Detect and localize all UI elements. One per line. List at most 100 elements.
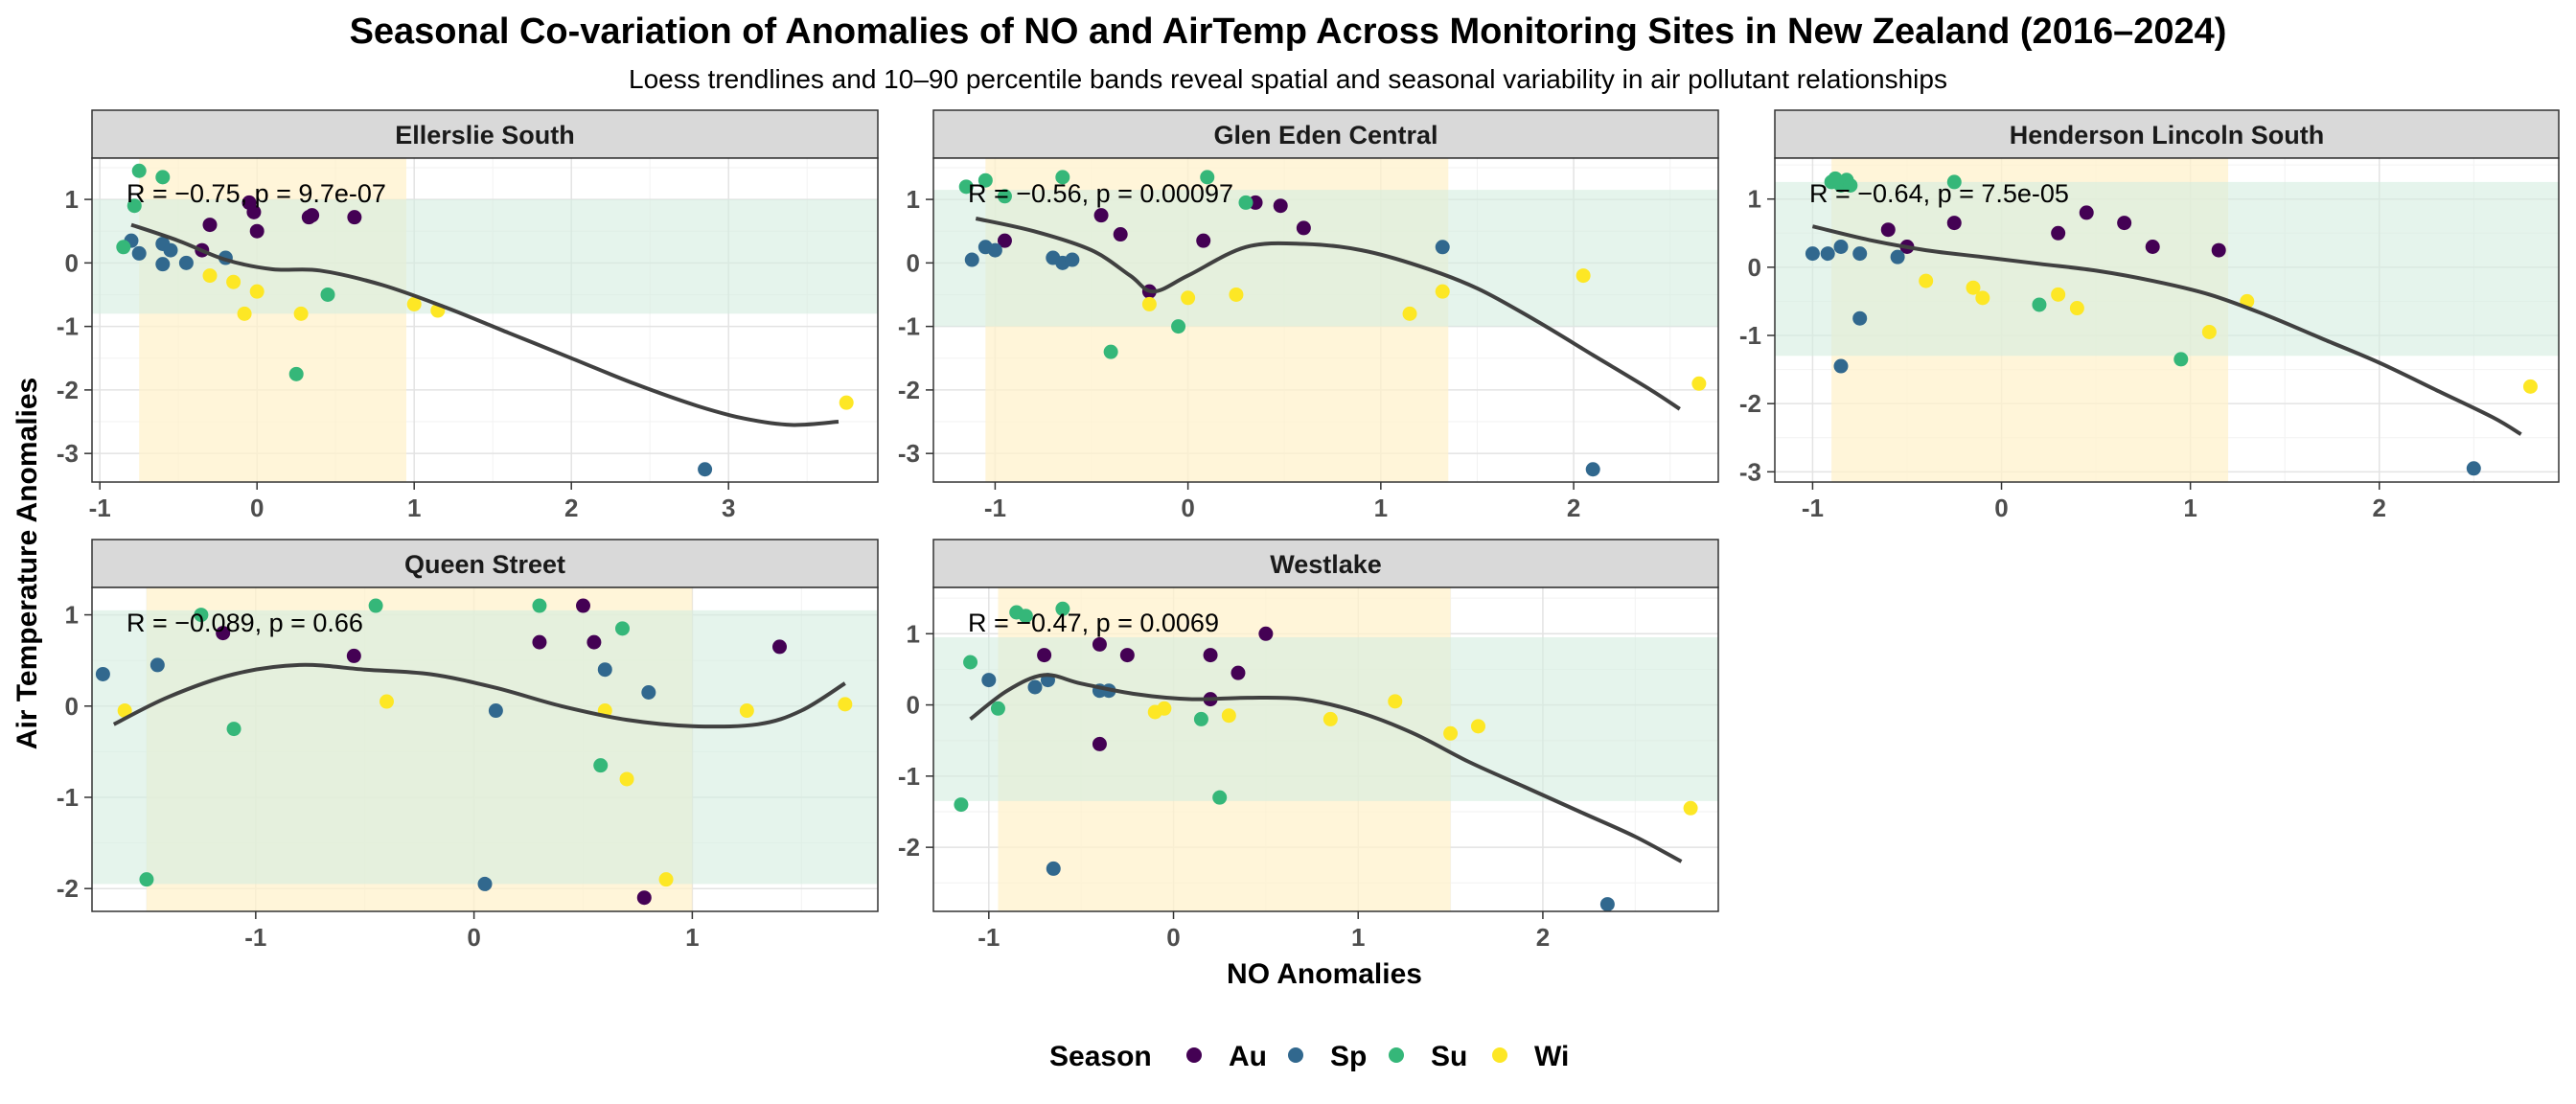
point-wi — [406, 296, 422, 311]
point-wi — [1221, 708, 1236, 724]
point-au — [216, 626, 231, 641]
point-wi — [117, 703, 132, 719]
point-au — [1092, 736, 1107, 751]
point-au — [1113, 227, 1128, 242]
point-wi — [1435, 284, 1450, 299]
loess-trendline — [1811, 224, 2522, 436]
legend: Season Au Sp Su Wi — [1049, 1041, 1569, 1072]
y-tick-label: 1 — [907, 185, 920, 214]
point-sp — [178, 255, 194, 270]
point-au — [1037, 648, 1052, 663]
point-su — [1103, 344, 1118, 359]
y-tick-label: -3 — [898, 439, 920, 468]
y-tick-label: 0 — [907, 691, 920, 720]
point-wi — [1576, 268, 1591, 284]
point-sp — [1833, 358, 1849, 374]
point-au — [1196, 233, 1211, 248]
x-tick-label: 1 — [1374, 494, 1388, 522]
point-wi — [2522, 379, 2538, 394]
point-au — [1296, 220, 1311, 236]
y-tick-label: -1 — [57, 312, 79, 341]
point-wi — [1966, 280, 1981, 295]
point-wi — [1691, 376, 1707, 391]
point-su — [320, 287, 335, 302]
point-su — [990, 701, 1005, 716]
point-au — [249, 223, 264, 239]
point-au — [2051, 225, 2066, 241]
point-sp — [1585, 462, 1600, 477]
point-su — [131, 163, 147, 178]
point-su — [532, 598, 547, 613]
point-sp — [2466, 461, 2481, 476]
facet-title: Ellerslie South — [395, 121, 575, 150]
y-percentile-band — [1775, 181, 2559, 356]
point-wi — [658, 872, 674, 887]
point-au — [246, 204, 262, 219]
point-su — [116, 240, 131, 255]
y-tick-label: -2 — [57, 376, 79, 404]
x-axis-label: NO Anomalies — [1227, 958, 1422, 990]
facet-strip — [91, 109, 879, 159]
point-sp — [964, 252, 979, 267]
point-sp — [1027, 679, 1043, 695]
point-su — [1843, 177, 1858, 193]
point-su — [226, 722, 242, 737]
point-sp — [95, 666, 110, 681]
point-au — [2079, 205, 2094, 220]
legend-item-au: Au — [1186, 1041, 1267, 1072]
point-su — [1193, 711, 1208, 726]
point-sp — [477, 876, 493, 891]
plot-content — [92, 587, 878, 911]
point-sp — [150, 657, 165, 673]
loess-trendline — [112, 662, 846, 729]
facet-strip — [932, 539, 1719, 588]
point-wi — [619, 771, 634, 787]
plot-content — [92, 158, 878, 482]
legend-swatch — [1492, 1047, 1507, 1063]
point-su — [954, 797, 969, 813]
point-au — [1946, 216, 1962, 231]
point-wi — [1157, 701, 1172, 716]
loess-trendline — [969, 673, 1683, 863]
correlation-label: R = −0.75, p = 9.7e-07 — [126, 179, 386, 208]
panel-border — [91, 586, 879, 912]
point-su — [288, 366, 304, 381]
legend-swatch — [1389, 1047, 1404, 1063]
point-sp — [131, 245, 147, 261]
plot-content — [933, 158, 1718, 482]
point-sp — [1820, 246, 1835, 262]
point-au — [532, 634, 547, 650]
legend-swatch — [1186, 1047, 1202, 1063]
point-au — [1273, 198, 1288, 214]
panel-ellerslie-south: Ellerslie South R = −0.75, p = 9.7e-07 -1 0… — [57, 109, 879, 522]
point-su — [2174, 352, 2189, 367]
panel-border — [91, 157, 879, 483]
facet-title: Henderson Lincoln South — [2010, 121, 2325, 150]
point-su — [139, 872, 154, 887]
point-su — [963, 655, 978, 670]
point-wi — [2069, 301, 2084, 316]
point-au — [1203, 648, 1218, 663]
y-tick-label: 0 — [1748, 253, 1761, 282]
point-su — [1171, 319, 1186, 334]
point-su — [368, 598, 383, 613]
point-au — [202, 218, 218, 233]
point-sp — [981, 673, 997, 688]
facet-strip — [91, 539, 879, 588]
x-tick-label: -1 — [1802, 494, 1824, 522]
point-sp — [1852, 246, 1868, 262]
point-sp — [1599, 897, 1615, 911]
y-tick-label: 1 — [65, 601, 79, 630]
point-wi — [293, 306, 309, 321]
point-wi — [1322, 711, 1338, 726]
point-au — [347, 210, 362, 225]
y-tick-label: 0 — [907, 248, 920, 277]
point-au — [1119, 648, 1135, 663]
point-su — [155, 170, 171, 185]
y-tick-label: 0 — [65, 248, 79, 277]
y-tick-label: 1 — [1748, 185, 1761, 214]
point-au — [1093, 208, 1109, 223]
point-au — [772, 639, 787, 655]
x-tick-label: -1 — [244, 923, 266, 952]
